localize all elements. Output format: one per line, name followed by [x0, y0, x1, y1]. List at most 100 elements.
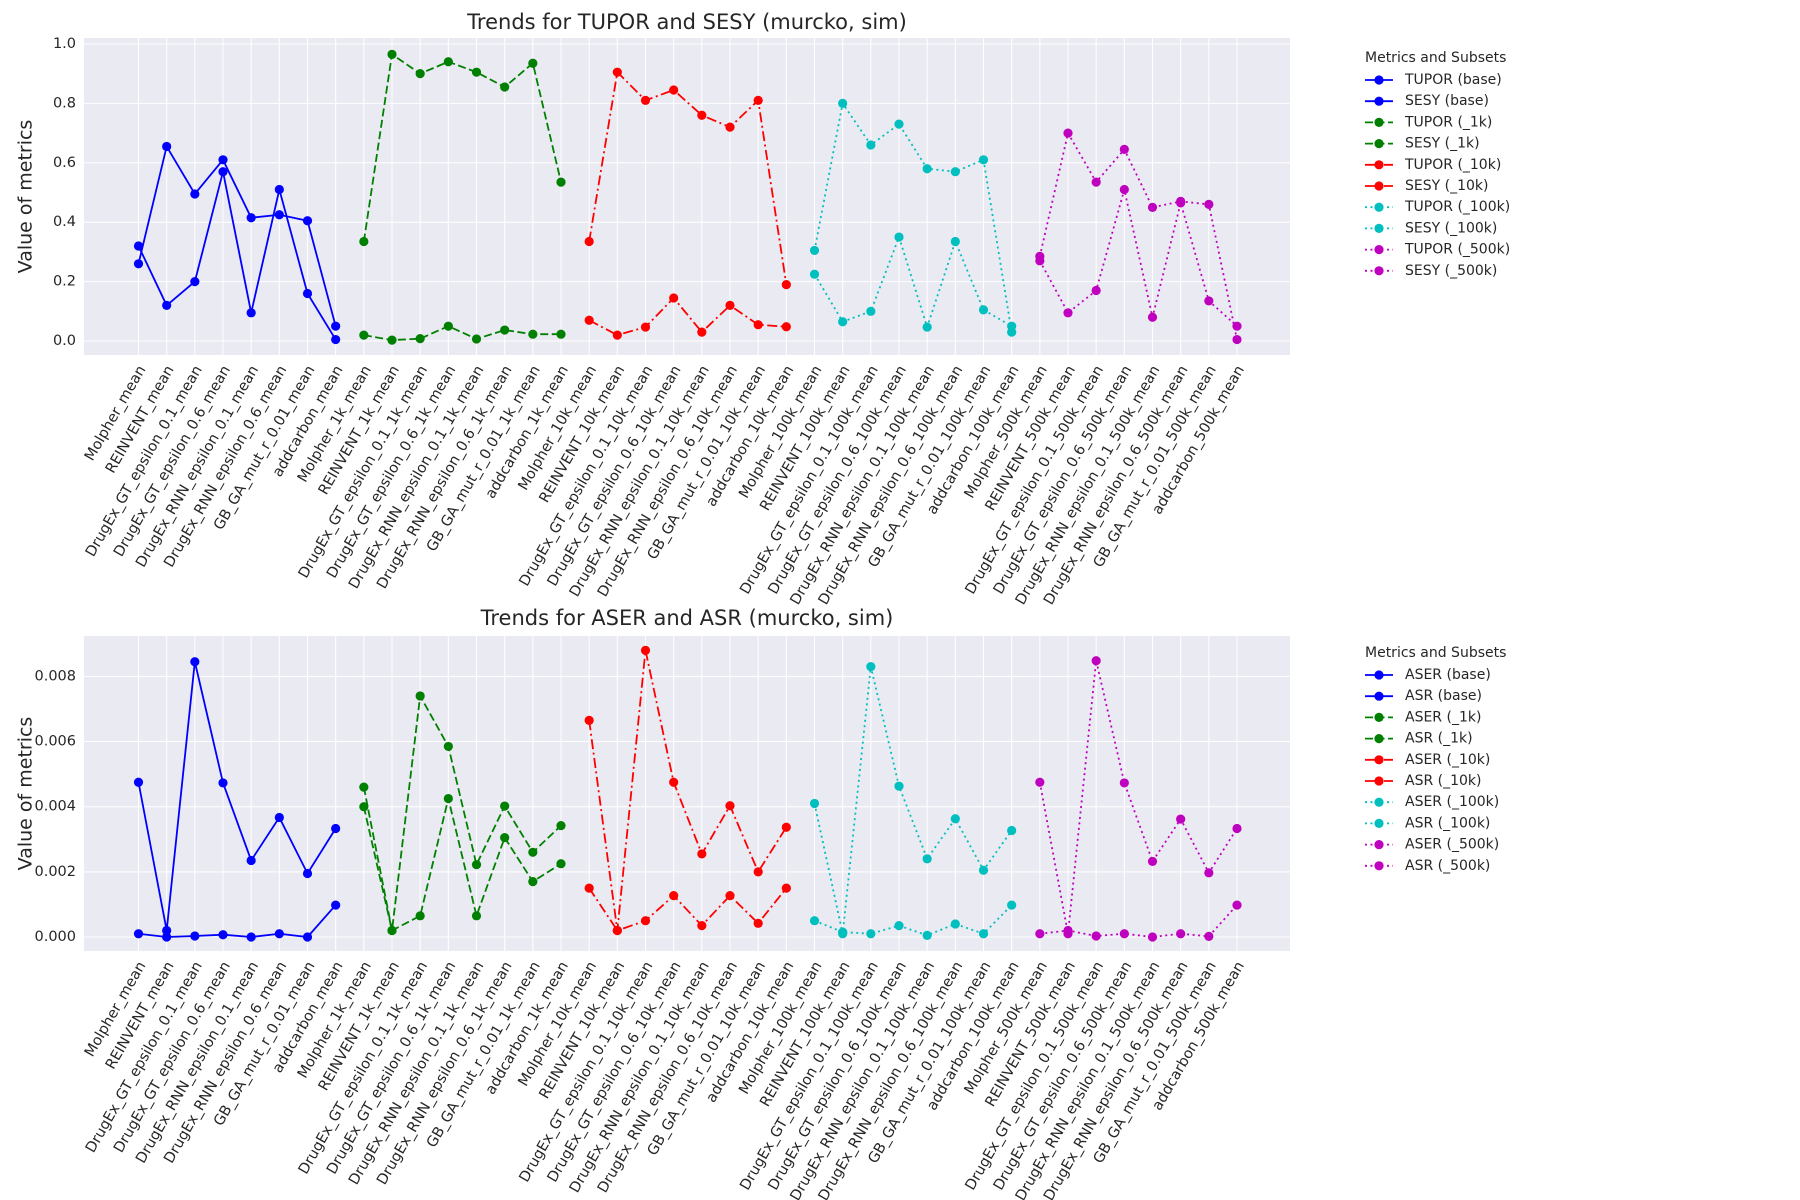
data-point — [781, 883, 791, 893]
data-point — [809, 269, 820, 279]
data-point — [1204, 868, 1214, 878]
data-point — [1204, 296, 1214, 306]
data-point — [387, 49, 397, 59]
data-point — [528, 847, 538, 857]
legend-label: SESY (_10k) — [1405, 178, 1488, 194]
data-point — [894, 119, 904, 129]
y-tick-label: 0.008 — [34, 668, 76, 684]
y-tick-label: 0.4 — [53, 214, 76, 230]
data-point — [218, 155, 228, 165]
data-point — [866, 306, 876, 316]
data-point — [331, 900, 341, 910]
data-point — [669, 85, 679, 95]
legend-label: ASER (_1k) — [1405, 709, 1481, 725]
series-line — [362, 798, 562, 932]
series-line — [362, 693, 562, 931]
legend-title: Metrics and Subsets — [1365, 50, 1506, 66]
data-point — [697, 327, 707, 337]
data-point — [415, 691, 425, 701]
data-point — [725, 801, 735, 811]
y-tick-label: 0.0 — [53, 333, 76, 349]
data-point — [612, 330, 622, 340]
legend-label: SESY (_100k) — [1405, 220, 1497, 236]
legend-label: SESY (base) — [1405, 93, 1489, 109]
legend-marker — [1374, 96, 1384, 106]
legend-marker — [1374, 776, 1384, 786]
series-line — [813, 101, 1013, 333]
legend-label: TUPOR (_1k) — [1404, 114, 1492, 130]
data-point — [753, 918, 763, 928]
data-point — [1035, 929, 1045, 939]
data-point — [218, 930, 228, 940]
data-point — [556, 859, 566, 869]
data-point — [218, 778, 228, 788]
data-point — [246, 855, 256, 866]
data-point — [556, 177, 566, 187]
data-point — [443, 793, 453, 804]
data-point — [1232, 823, 1242, 834]
data-point — [838, 927, 848, 937]
data-point — [669, 777, 679, 787]
data-point — [1147, 856, 1158, 867]
data-point — [640, 95, 651, 105]
data-point — [471, 860, 482, 870]
data-point — [584, 315, 594, 325]
data-point — [415, 911, 425, 921]
legend-marker — [1374, 861, 1384, 871]
legend-label: SESY (_1k) — [1405, 136, 1480, 152]
data-point — [978, 865, 989, 875]
data-point — [443, 57, 453, 67]
data-point — [838, 317, 848, 327]
data-point — [894, 781, 904, 791]
legend-label: TUPOR (base) — [1404, 72, 1502, 88]
data-point — [640, 322, 651, 332]
legend-marker — [1374, 75, 1384, 85]
data-point — [950, 167, 960, 177]
series-line — [588, 296, 787, 337]
legend-label: ASER (base) — [1405, 667, 1491, 683]
data-point — [133, 241, 144, 251]
legend-label: ASR (_100k) — [1405, 815, 1490, 831]
legend-marker — [1374, 117, 1384, 127]
data-point — [809, 798, 820, 809]
series-line — [137, 144, 337, 327]
legend-marker — [1374, 818, 1384, 829]
data-point — [415, 69, 425, 79]
data-point — [359, 802, 369, 812]
y-tick-label: 0.000 — [34, 929, 76, 945]
data-point — [753, 320, 763, 330]
y-tick-label: 0.2 — [53, 274, 76, 290]
legend-label: ASR (_1k) — [1405, 731, 1473, 747]
series-line — [137, 171, 337, 341]
data-point — [950, 814, 960, 824]
data-point — [1119, 144, 1129, 155]
data-point — [1091, 931, 1101, 941]
data-point — [471, 67, 482, 77]
data-point — [866, 662, 876, 672]
plot-area — [84, 38, 1290, 355]
legend-marker — [1374, 181, 1384, 191]
legend-marker — [1374, 840, 1384, 850]
data-point — [669, 891, 679, 901]
data-point — [1176, 814, 1186, 824]
data-point — [190, 657, 200, 667]
data-point — [528, 877, 538, 887]
data-point — [471, 334, 482, 344]
data-point — [1176, 198, 1186, 208]
data-point — [500, 833, 510, 843]
data-point — [274, 812, 284, 823]
y-tick-label: 0.6 — [53, 155, 76, 171]
data-point — [725, 122, 735, 132]
data-point — [274, 210, 284, 220]
data-point — [415, 334, 425, 344]
data-point — [331, 334, 341, 345]
data-point — [1204, 931, 1214, 941]
series-line — [1039, 189, 1238, 327]
data-point — [922, 854, 932, 864]
legend-label: TUPOR (_500k) — [1404, 242, 1510, 258]
series-line — [362, 52, 562, 242]
data-point — [894, 920, 904, 931]
series-line — [137, 661, 337, 931]
legend-label: ASER (_500k) — [1405, 837, 1499, 853]
data-point — [162, 141, 172, 152]
